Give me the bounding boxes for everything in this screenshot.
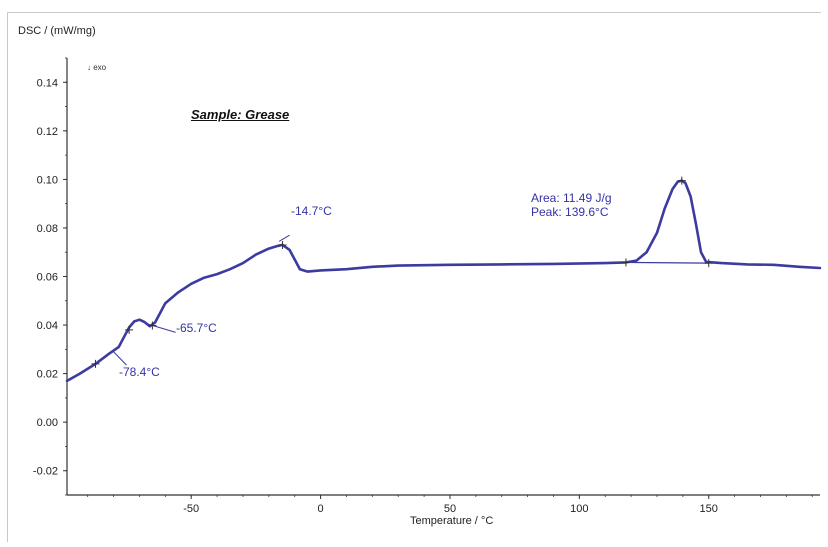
- y-tick-label: 0.00: [37, 417, 58, 429]
- y-tick-label: 0.08: [37, 223, 58, 235]
- y-tick-label: 0.10: [37, 174, 58, 186]
- y-tick-label: 0.14: [37, 77, 58, 89]
- cross-marker: [278, 240, 287, 249]
- cross-marker: [148, 321, 157, 330]
- chart-title: Sample: Grease: [191, 107, 290, 122]
- peak-annotation-high: Peak: 139.6°C: [531, 205, 609, 219]
- dsc-curve: [65, 179, 822, 383]
- cross-marker: [704, 259, 713, 268]
- y-tick-label: 0.06: [37, 272, 58, 284]
- onset-annotation-1: -78.4°C: [119, 365, 160, 379]
- cross-marker: [621, 258, 630, 267]
- x-tick-label: 0: [318, 503, 324, 515]
- y-tick-label: 0.04: [37, 320, 58, 332]
- onset-annotation-2: -65.7°C: [176, 321, 217, 335]
- annotation-leader-line: [278, 234, 290, 242]
- x-tick-label: 100: [570, 503, 588, 515]
- x-tick-label: -50: [183, 503, 199, 515]
- cross-marker: [91, 359, 100, 368]
- annotation-leader-line: [113, 351, 127, 366]
- y-tick-label: 0.12: [37, 126, 58, 138]
- chart-frame: [7, 12, 821, 542]
- peak-annotation-low: -14.7°C: [291, 204, 332, 218]
- cross-marker: [677, 176, 686, 185]
- x-tick-label: 150: [700, 503, 718, 515]
- area-annotation: Area: 11.49 J/g: [531, 191, 612, 205]
- exo-direction-marker: ↓ exo: [87, 63, 107, 72]
- cross-marker: [125, 325, 134, 334]
- y-tick-label: 0.02: [37, 369, 58, 381]
- peak-baseline: [625, 261, 709, 264]
- y-axis-label: DSC / (mW/mg): [18, 25, 96, 37]
- x-tick-label: 50: [444, 503, 456, 515]
- x-axis-label: Temperature / °C: [410, 515, 494, 527]
- y-tick-label: -0.02: [33, 466, 58, 478]
